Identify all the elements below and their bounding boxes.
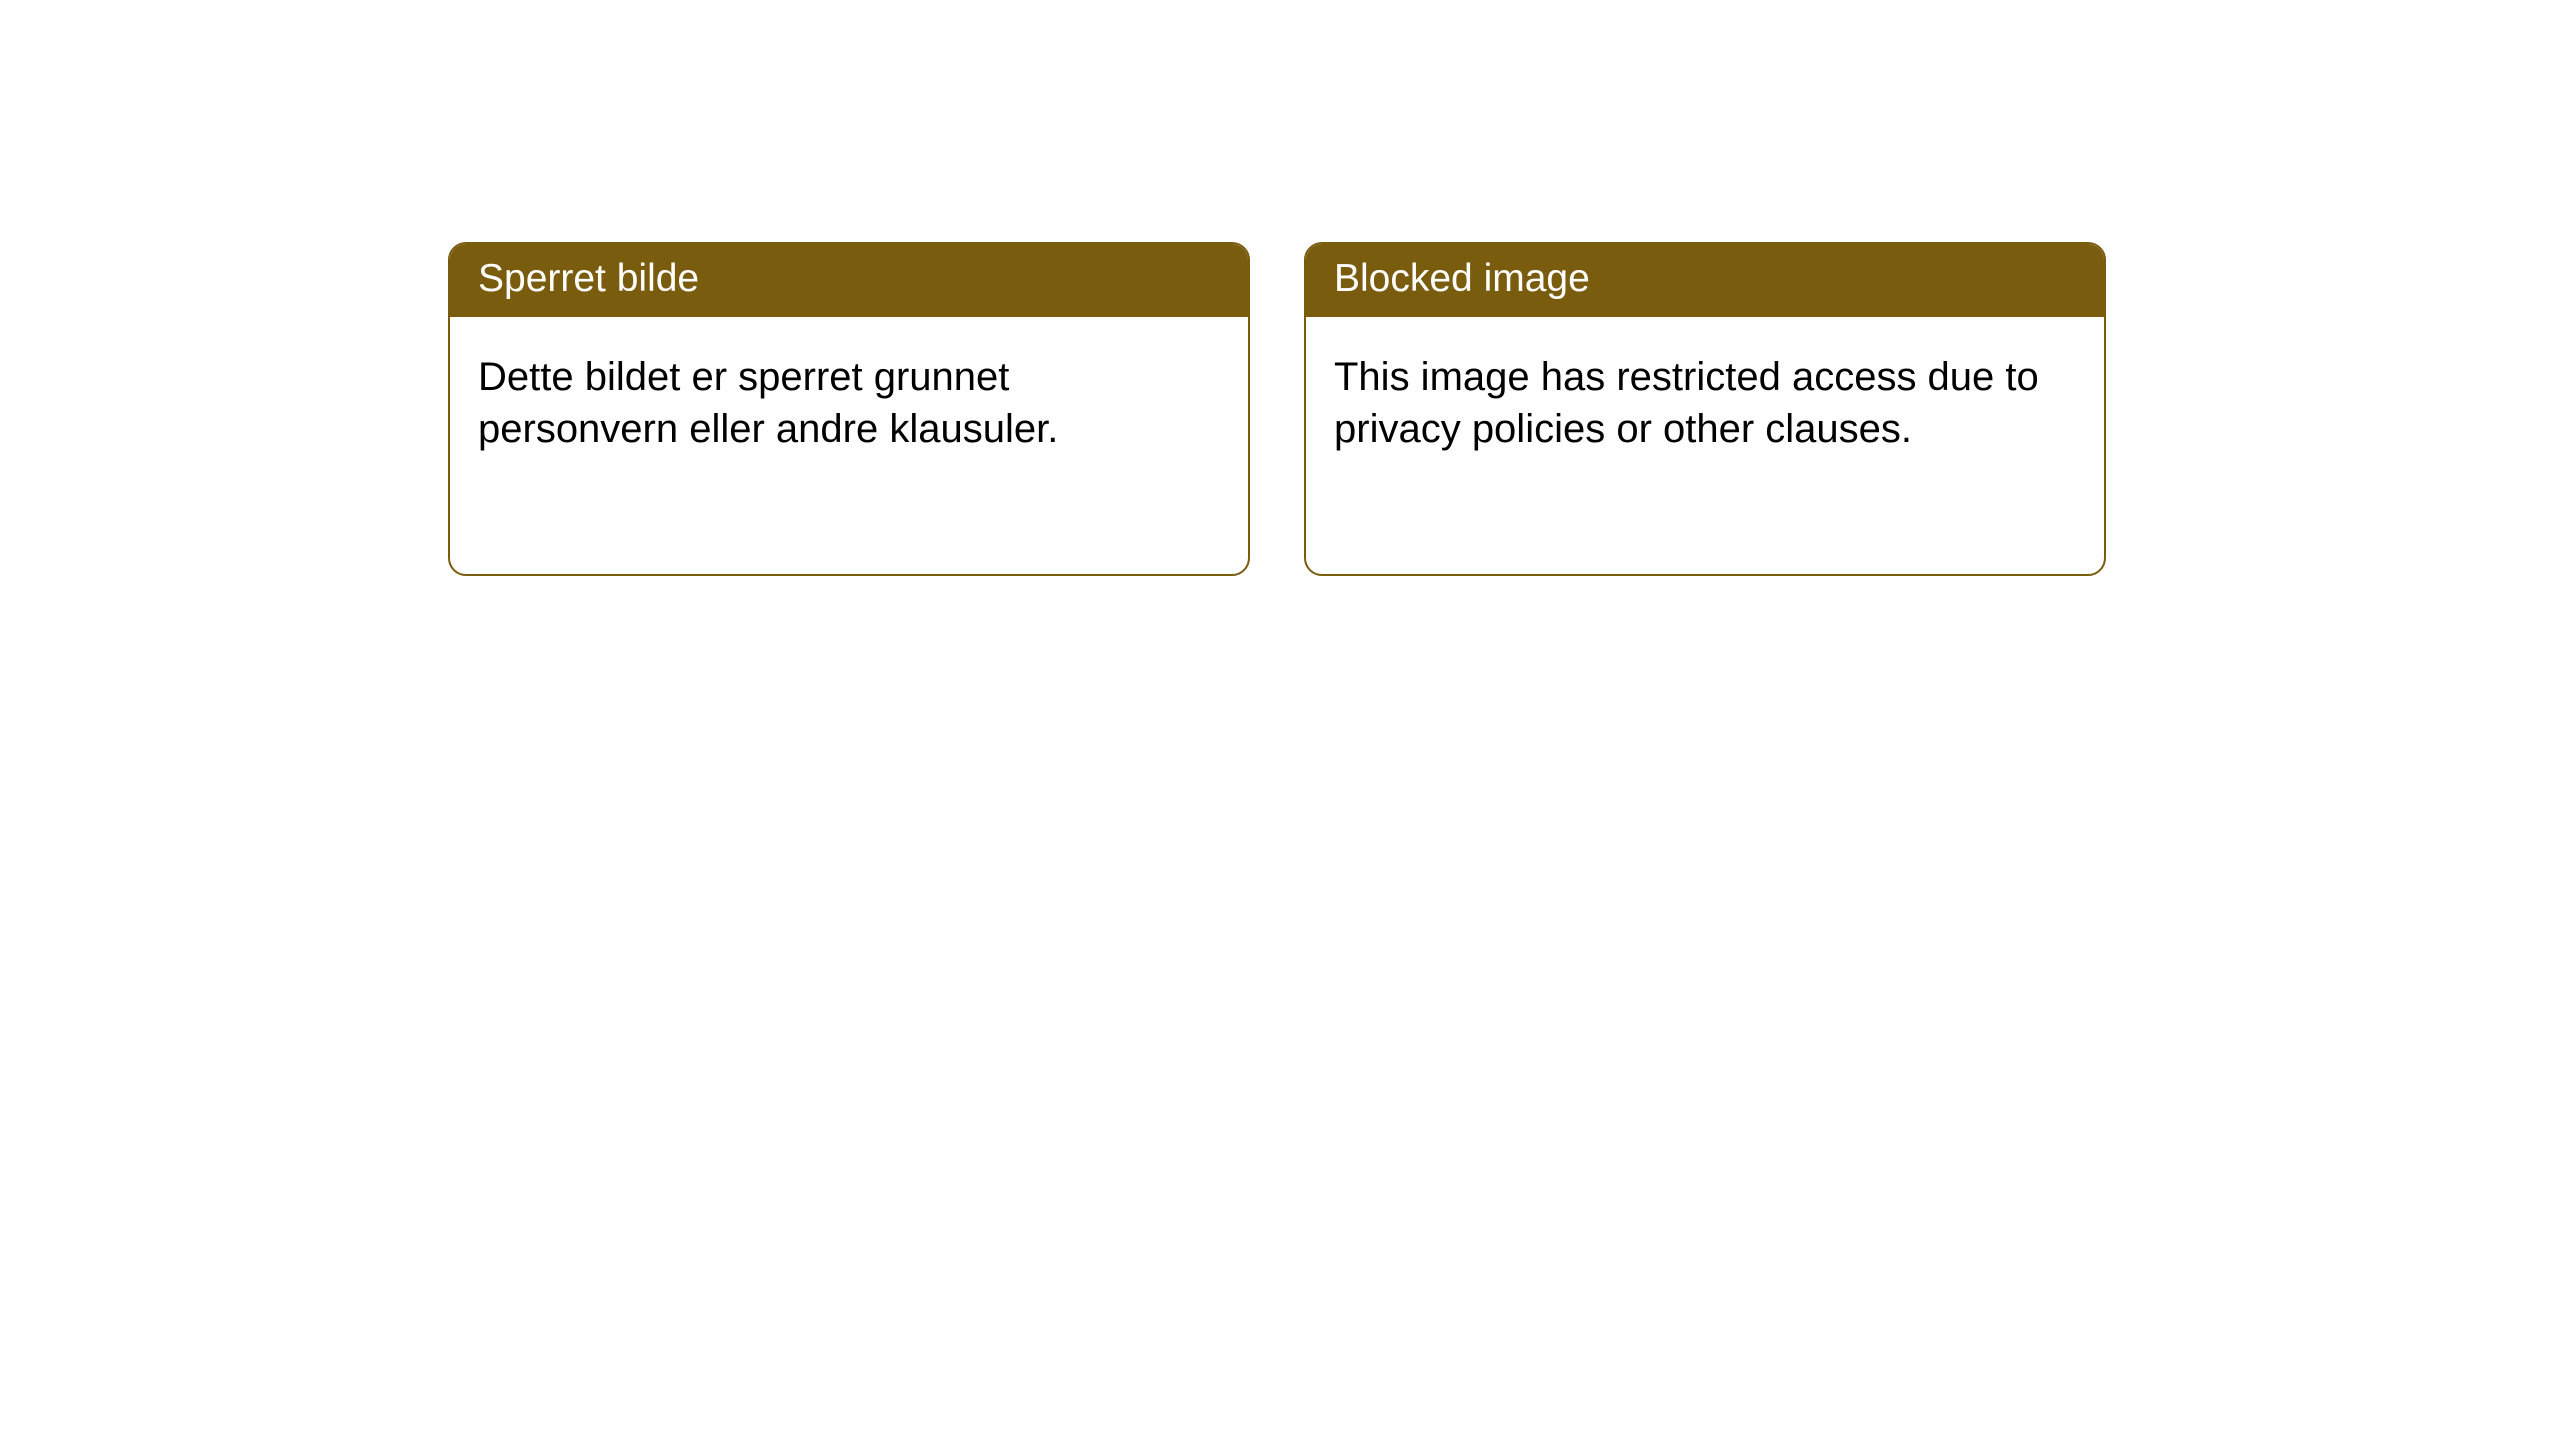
notice-container: Sperret bilde Dette bildet er sperret gr… [0,0,2560,576]
notice-body-norwegian: Dette bildet er sperret grunnet personve… [450,317,1248,483]
notice-body-english: This image has restricted access due to … [1306,317,2104,483]
notice-card-english: Blocked image This image has restricted … [1304,242,2106,576]
notice-card-norwegian: Sperret bilde Dette bildet er sperret gr… [448,242,1250,576]
notice-title-english: Blocked image [1306,244,2104,317]
notice-title-norwegian: Sperret bilde [450,244,1248,317]
